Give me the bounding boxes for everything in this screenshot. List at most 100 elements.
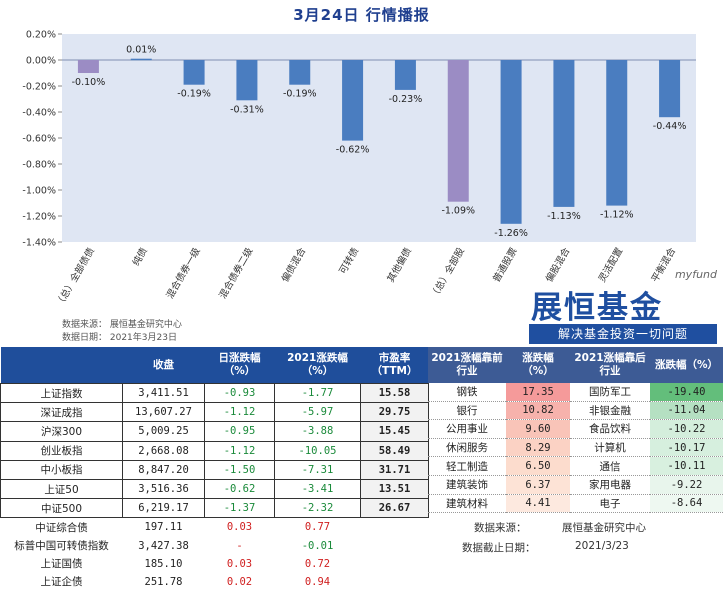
ytd-change: -2.32 [274,498,361,519]
pe-ratio: 13.51 [360,478,429,500]
ytd-change: -0.01 [301,539,334,552]
close-value: 185.10 [144,557,183,570]
industry-table-header: 2021涨幅靠后 行业 [570,347,650,383]
index-name: 标普中国可转债指数 [14,540,109,553]
industry-table: 2021涨幅靠前 行业 涨跌幅 （%） 2021涨幅靠后 行业 涨跌幅（%） 钢铁 17.35… [428,347,723,514]
ytd-change: -7.31 [274,459,361,480]
x-tick-label: 混合债券一级 [164,245,203,301]
logo-slogan: 解决基金投资一切问题 [529,324,717,344]
index-name: 中小板指 [0,459,123,480]
daily-change: 0.03 [226,557,253,570]
pe-ratio: 15.45 [360,421,429,442]
daily-change: -1.37 [204,498,275,519]
bar [130,58,152,61]
table-row: 上证50 3,516.36 -0.62 -3.41 13.51 [0,478,429,500]
top-industry-change: 10.82 [506,401,570,421]
industry-table-header: 2021涨幅靠前 行业 [428,347,506,383]
data-label: -0.44% [653,121,687,132]
page-title: 3月24日 行情播报 [293,6,430,24]
ytd-change: -10.05 [274,440,361,461]
pe-ratio [361,518,429,537]
daily-change: -1.12 [204,402,275,423]
top-industry-name: 建筑材料 [428,494,506,514]
bar [447,60,469,202]
bottom-industry-change: -11.04 [650,401,723,421]
data-label: -0.19% [283,89,317,100]
bottom-industry-name: 非银金融 [570,401,650,421]
y-tick-label: -1.40% [22,238,56,249]
daily-change: -1.12 [204,440,275,461]
bar [77,60,99,73]
table-row: 银行 10.82 非银金融 -11.04 [428,401,723,421]
y-tick-label: -0.60% [22,134,56,145]
table-row: 钢铁 17.35 国防军工 -19.40 [428,383,723,402]
data-label: -1.09% [441,206,475,217]
pe-ratio: 29.75 [360,402,429,423]
index-name: 中证500 [0,498,123,519]
daily-change: - [236,539,243,552]
left-table-header: 日涨跌幅 （%） [204,347,275,384]
close-value: 5,009.25 [122,421,205,442]
ytd-change: -3.88 [274,421,361,442]
bottom-industry-change: -9.22 [650,475,723,495]
footer-date-label: 数据截止日期： [462,542,536,554]
index-name: 上证50 [0,478,123,500]
bottom-industry-name: 计算机 [570,438,650,458]
bottom-industry-change: -10.22 [650,419,723,439]
y-tick-label: -0.40% [22,108,56,119]
y-tick-label: -1.00% [22,186,56,197]
left-table-header: 市盈率 （TTM） [360,347,429,384]
data-label: -1.13% [547,211,581,222]
pe-ratio: 26.67 [360,498,429,519]
data-label: -1.12% [600,210,634,221]
bottom-industry-name: 电子 [570,494,650,514]
close-value: 2,668.08 [122,440,205,461]
data-label: -0.19% [177,89,211,100]
ytd-change: -5.97 [274,402,361,423]
data-label: -0.62% [336,145,370,156]
daily-change: 0.03 [226,521,253,534]
table-row: 创业板指 2,668.08 -1.12 -10.05 58.49 [0,440,429,461]
index-name: 深证成指 [0,402,123,423]
market-index-table: 收盘 日涨跌幅 （%） 2021涨跌幅 （%） 市盈率 （TTM） 上证指数 3,411.51… [0,347,429,591]
x-tick-label: 其他偏债 [385,245,415,284]
chart-date: 数据日期： 2021年3月23日 [62,333,177,343]
pe-ratio [361,537,429,555]
bar [236,60,258,101]
bottom-industry-change: -10.11 [650,456,723,476]
close-value: 197.11 [144,521,183,534]
top-industry-name: 钢铁 [428,383,506,402]
pe-ratio: 15.58 [360,382,429,404]
close-value: 13,607.27 [122,402,205,423]
bar [606,60,628,206]
y-tick-label: -1.20% [22,212,56,223]
pe-ratio: 31.71 [360,459,429,480]
x-tick-label: 普通股票 [490,245,520,284]
pe-ratio: 58.49 [360,440,429,461]
left-table-header: 收盘 [122,347,205,384]
bar [394,60,416,90]
industry-table-header: 涨跌幅（%） [650,347,723,383]
bar [553,60,575,207]
table-row: 建筑材料 4.41 电子 -8.64 [428,494,723,514]
table-row: 中小板指 8,847.20 -1.50 -7.31 31.71 [0,459,429,480]
ytd-change: -3.41 [274,478,361,500]
top-industry-name: 建筑装饰 [428,475,506,495]
table-row: 沪深300 5,009.25 -0.95 -3.88 15.45 [0,421,429,442]
top-industry-change: 8.29 [506,438,570,458]
table-row: 中证500 6,219.17 -1.37 -2.32 26.67 [0,498,429,519]
industry-table-header: 涨跌幅（%） [506,347,570,383]
table-row: 上证企债 251.78 0.02 0.94 [1,573,429,591]
ytd-change: 0.77 [304,521,331,534]
bar [183,60,205,85]
index-name: 上证指数 [0,382,123,404]
daily-change: -1.50 [204,459,275,480]
top-industry-name: 休闲服务 [428,438,506,458]
table-row: 深证成指 13,607.27 -1.12 -5.97 29.75 [0,402,429,423]
close-value: 3,427.38 [138,539,189,552]
logo-tag: myfund [674,268,717,281]
y-tick-label: -0.80% [22,160,56,171]
index-name: 中证综合债 [35,521,88,534]
bottom-industry-change: -19.40 [650,383,723,402]
footer-source-value: 展恒基金研究中心 [562,522,646,534]
